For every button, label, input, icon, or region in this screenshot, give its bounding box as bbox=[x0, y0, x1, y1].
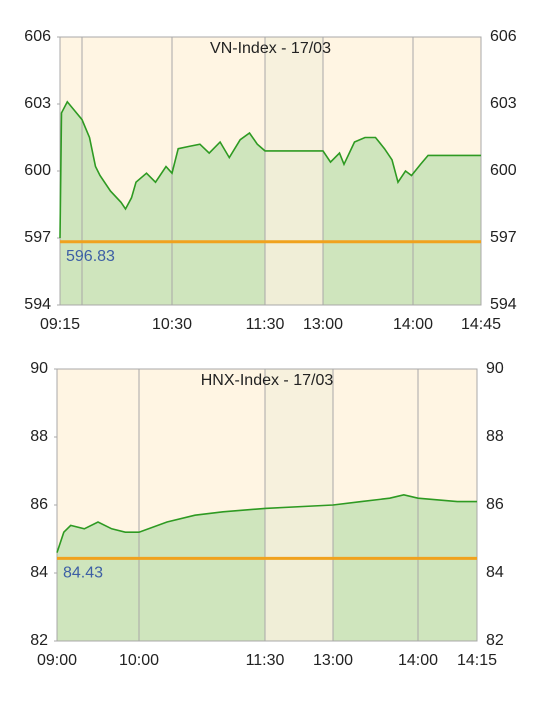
y-tick-label-left: 88 bbox=[30, 428, 48, 445]
y-tick-label-left: 606 bbox=[24, 28, 51, 45]
y-tick-label-right: 86 bbox=[486, 496, 504, 513]
reference-label: 84.43 bbox=[63, 565, 103, 582]
y-tick-label-right: 82 bbox=[486, 632, 504, 649]
y-tick-label-left: 603 bbox=[24, 95, 51, 112]
y-tick-label-left: 82 bbox=[30, 632, 48, 649]
y-tick-label-right: 88 bbox=[486, 428, 504, 445]
y-tick-label-left: 600 bbox=[24, 162, 51, 179]
y-tick-label-right: 600 bbox=[490, 162, 517, 179]
x-tick-label: 14:00 bbox=[398, 652, 438, 669]
x-tick-label: 11:30 bbox=[246, 652, 285, 669]
reference-label: 596.83 bbox=[66, 248, 115, 265]
x-tick-label: 14:00 bbox=[393, 316, 433, 333]
y-tick-label-right: 606 bbox=[490, 28, 517, 45]
x-tick-label: 14:45 bbox=[461, 316, 501, 333]
x-tick-label: 10:30 bbox=[152, 316, 192, 333]
x-tick-label: 09:00 bbox=[37, 652, 77, 669]
y-tick-label-left: 86 bbox=[30, 496, 48, 513]
y-tick-label-left: 594 bbox=[24, 296, 51, 313]
y-tick-label-right: 603 bbox=[490, 95, 517, 112]
x-tick-label: 14:15 bbox=[457, 652, 497, 669]
line bbox=[56, 493, 477, 553]
chart-title: HNX-Index - 17/03 bbox=[201, 372, 334, 389]
y-tick-label-right: 594 bbox=[490, 296, 517, 313]
y-tick-label-left: 84 bbox=[30, 564, 48, 581]
y-tick-label-right: 597 bbox=[490, 229, 517, 246]
y-tick-label-right: 90 bbox=[486, 360, 504, 377]
break-band bbox=[265, 37, 323, 305]
chart-title: VN-Index - 17/03 bbox=[210, 40, 331, 57]
line bbox=[59, 100, 481, 239]
x-tick-label: 13:00 bbox=[313, 652, 353, 669]
y-tick-label-left: 597 bbox=[24, 229, 51, 246]
x-tick-label: 11:30 bbox=[246, 316, 285, 333]
x-tick-label: 09:15 bbox=[40, 316, 80, 333]
y-tick-label-left: 90 bbox=[30, 360, 48, 377]
x-tick-label: 13:00 bbox=[303, 316, 343, 333]
x-tick-label: 10:00 bbox=[119, 652, 159, 669]
y-tick-label-right: 84 bbox=[486, 564, 504, 581]
